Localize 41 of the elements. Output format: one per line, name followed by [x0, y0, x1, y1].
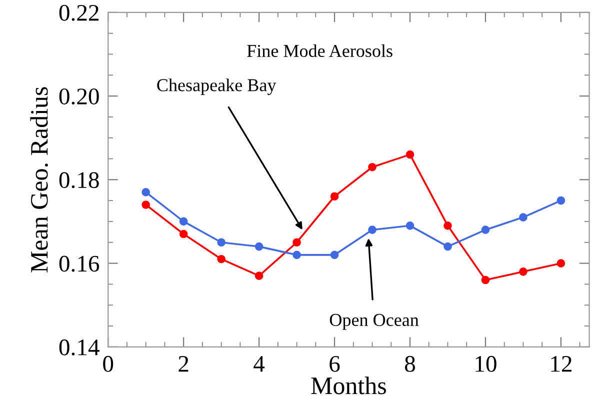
point [368, 162, 376, 172]
point [254, 242, 264, 251]
x-tick-label: 4 [254, 356, 265, 372]
annotation: Chesapeake Bay [157, 78, 276, 95]
point [292, 238, 301, 247]
point [217, 238, 226, 247]
y-axis-title: Mean Geo. Radius [30, 87, 48, 272]
y-tick-label: 0.14 [59, 339, 100, 356]
point [142, 200, 150, 209]
point [406, 150, 414, 159]
point [519, 213, 528, 222]
x-tick-label: 2 [178, 356, 188, 372]
x-tick-label: 0 [103, 356, 114, 372]
point [444, 221, 452, 230]
x-tick-label: 6 [330, 356, 340, 372]
x-tick-label: 8 [404, 356, 415, 372]
x-axis-title: Months [311, 376, 386, 394]
point [368, 226, 376, 234]
point [481, 276, 490, 284]
point [254, 272, 264, 280]
x-tick-label: 12 [551, 356, 572, 372]
point [292, 250, 301, 260]
annotation: Open Ocean [330, 314, 419, 330]
y-tick-label: 0.18 [59, 172, 99, 188]
point [217, 254, 226, 264]
y-tick-label: 0.16 [59, 256, 100, 272]
point [330, 192, 339, 201]
y-tick-label: 0.22 [59, 4, 98, 21]
point [519, 267, 528, 276]
point [179, 230, 188, 238]
point [556, 196, 566, 205]
point [481, 226, 490, 234]
point [406, 221, 414, 230]
point [556, 259, 566, 268]
point [330, 250, 339, 260]
point [179, 217, 188, 226]
point [142, 188, 150, 196]
y-tick-label: 0.20 [59, 88, 99, 105]
point [444, 242, 452, 251]
x-tick-label: 10 [476, 356, 496, 372]
annotation: Fine Mode Aerosols [247, 44, 392, 58]
